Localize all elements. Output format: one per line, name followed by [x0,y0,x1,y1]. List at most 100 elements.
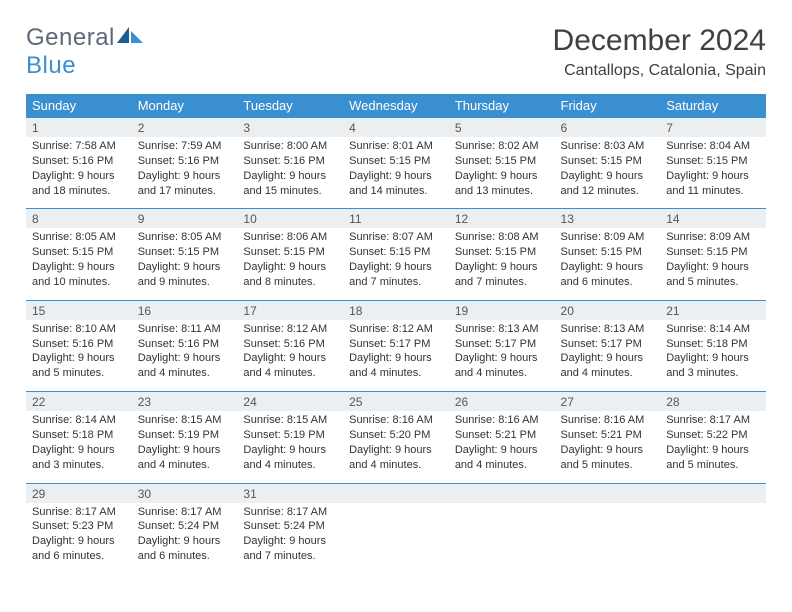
day-number-cell: 23 [132,392,238,412]
day-ss: Sunset: 5:15 PM [455,154,549,169]
day-number-cell: 12 [449,209,555,229]
location-text: Cantallops, Catalonia, Spain [553,62,766,80]
day-d2: and 4 minutes. [138,366,232,381]
day-detail-cell: Sunrise: 8:04 AMSunset: 5:15 PMDaylight:… [660,137,766,209]
day-detail-cell [660,503,766,574]
day-number-row: 15161718192021 [26,300,766,320]
day-detail-cell: Sunrise: 8:09 AMSunset: 5:15 PMDaylight:… [660,228,766,300]
day-ss: Sunset: 5:16 PM [32,154,126,169]
dayhead-sun: Sunday [26,94,132,118]
day-d1: Daylight: 9 hours [32,169,126,184]
day-d2: and 17 minutes. [138,184,232,199]
day-d1: Daylight: 9 hours [243,260,337,275]
day-d2: and 8 minutes. [243,275,337,290]
day-ss: Sunset: 5:21 PM [561,428,655,443]
day-number-cell: 19 [449,300,555,320]
day-d2: and 18 minutes. [32,184,126,199]
day-number-cell: 8 [26,209,132,229]
day-d1: Daylight: 9 hours [138,260,232,275]
day-number-cell: 11 [343,209,449,229]
day-number-cell: 3 [237,118,343,138]
day-detail-cell: Sunrise: 8:15 AMSunset: 5:19 PMDaylight:… [132,411,238,483]
day-ss: Sunset: 5:20 PM [349,428,443,443]
day-ss: Sunset: 5:15 PM [666,154,760,169]
logo-sail-icon [115,25,145,45]
day-ss: Sunset: 5:21 PM [455,428,549,443]
day-detail-cell [449,503,555,574]
day-d1: Daylight: 9 hours [32,351,126,366]
day-sr: Sunrise: 8:16 AM [349,413,443,428]
day-number-cell [660,483,766,503]
day-detail-cell: Sunrise: 8:17 AMSunset: 5:24 PMDaylight:… [132,503,238,574]
day-detail-cell: Sunrise: 8:14 AMSunset: 5:18 PMDaylight:… [26,411,132,483]
day-ss: Sunset: 5:19 PM [138,428,232,443]
title-block: December 2024 Cantallops, Catalonia, Spa… [553,24,766,80]
day-sr: Sunrise: 8:09 AM [666,230,760,245]
day-d1: Daylight: 9 hours [561,443,655,458]
dayhead-thu: Thursday [449,94,555,118]
day-ss: Sunset: 5:16 PM [138,337,232,352]
logo-text-blue: Blue [26,52,76,79]
day-sr: Sunrise: 8:17 AM [32,505,126,520]
day-d1: Daylight: 9 hours [243,443,337,458]
day-ss: Sunset: 5:15 PM [349,245,443,260]
day-d1: Daylight: 9 hours [561,260,655,275]
day-d1: Daylight: 9 hours [32,443,126,458]
day-d2: and 14 minutes. [349,184,443,199]
day-detail-cell: Sunrise: 7:59 AMSunset: 5:16 PMDaylight:… [132,137,238,209]
day-number-cell: 25 [343,392,449,412]
day-d1: Daylight: 9 hours [666,351,760,366]
day-d2: and 6 minutes. [561,275,655,290]
day-d1: Daylight: 9 hours [138,351,232,366]
day-detail-cell: Sunrise: 8:13 AMSunset: 5:17 PMDaylight:… [555,320,661,392]
day-ss: Sunset: 5:15 PM [561,245,655,260]
day-ss: Sunset: 5:16 PM [138,154,232,169]
day-detail-row: Sunrise: 8:10 AMSunset: 5:16 PMDaylight:… [26,320,766,392]
day-ss: Sunset: 5:17 PM [349,337,443,352]
day-detail-cell: Sunrise: 8:05 AMSunset: 5:15 PMDaylight:… [132,228,238,300]
day-ss: Sunset: 5:16 PM [243,337,337,352]
day-d2: and 3 minutes. [666,366,760,381]
day-number-cell: 18 [343,300,449,320]
day-sr: Sunrise: 8:07 AM [349,230,443,245]
day-d2: and 7 minutes. [243,549,337,564]
dayhead-mon: Monday [132,94,238,118]
day-ss: Sunset: 5:16 PM [243,154,337,169]
day-number-cell: 9 [132,209,238,229]
header: General Blue December 2024 Cantallops, C… [26,24,766,80]
day-d1: Daylight: 9 hours [455,443,549,458]
day-detail-cell: Sunrise: 8:09 AMSunset: 5:15 PMDaylight:… [555,228,661,300]
day-number-cell [343,483,449,503]
day-sr: Sunrise: 8:15 AM [243,413,337,428]
logo: General Blue [26,24,145,80]
day-d1: Daylight: 9 hours [666,260,760,275]
day-ss: Sunset: 5:15 PM [243,245,337,260]
day-sr: Sunrise: 8:05 AM [138,230,232,245]
day-d1: Daylight: 9 hours [243,534,337,549]
day-number-cell: 10 [237,209,343,229]
day-number-cell: 31 [237,483,343,503]
dayhead-wed: Wednesday [343,94,449,118]
day-d2: and 6 minutes. [32,549,126,564]
day-number-cell: 20 [555,300,661,320]
day-d2: and 5 minutes. [666,458,760,473]
day-detail-cell: Sunrise: 8:10 AMSunset: 5:16 PMDaylight:… [26,320,132,392]
day-ss: Sunset: 5:24 PM [138,519,232,534]
day-d2: and 6 minutes. [138,549,232,564]
day-detail-cell: Sunrise: 8:08 AMSunset: 5:15 PMDaylight:… [449,228,555,300]
day-number-cell: 29 [26,483,132,503]
day-d2: and 4 minutes. [243,458,337,473]
day-sr: Sunrise: 8:14 AM [32,413,126,428]
day-d1: Daylight: 9 hours [349,443,443,458]
day-number-cell: 30 [132,483,238,503]
day-d2: and 12 minutes. [561,184,655,199]
day-d1: Daylight: 9 hours [138,443,232,458]
day-detail-cell: Sunrise: 8:03 AMSunset: 5:15 PMDaylight:… [555,137,661,209]
day-d2: and 10 minutes. [32,275,126,290]
day-d2: and 11 minutes. [666,184,760,199]
day-ss: Sunset: 5:17 PM [455,337,549,352]
day-d1: Daylight: 9 hours [243,351,337,366]
day-ss: Sunset: 5:18 PM [666,337,760,352]
day-d1: Daylight: 9 hours [32,260,126,275]
day-number-cell: 2 [132,118,238,138]
